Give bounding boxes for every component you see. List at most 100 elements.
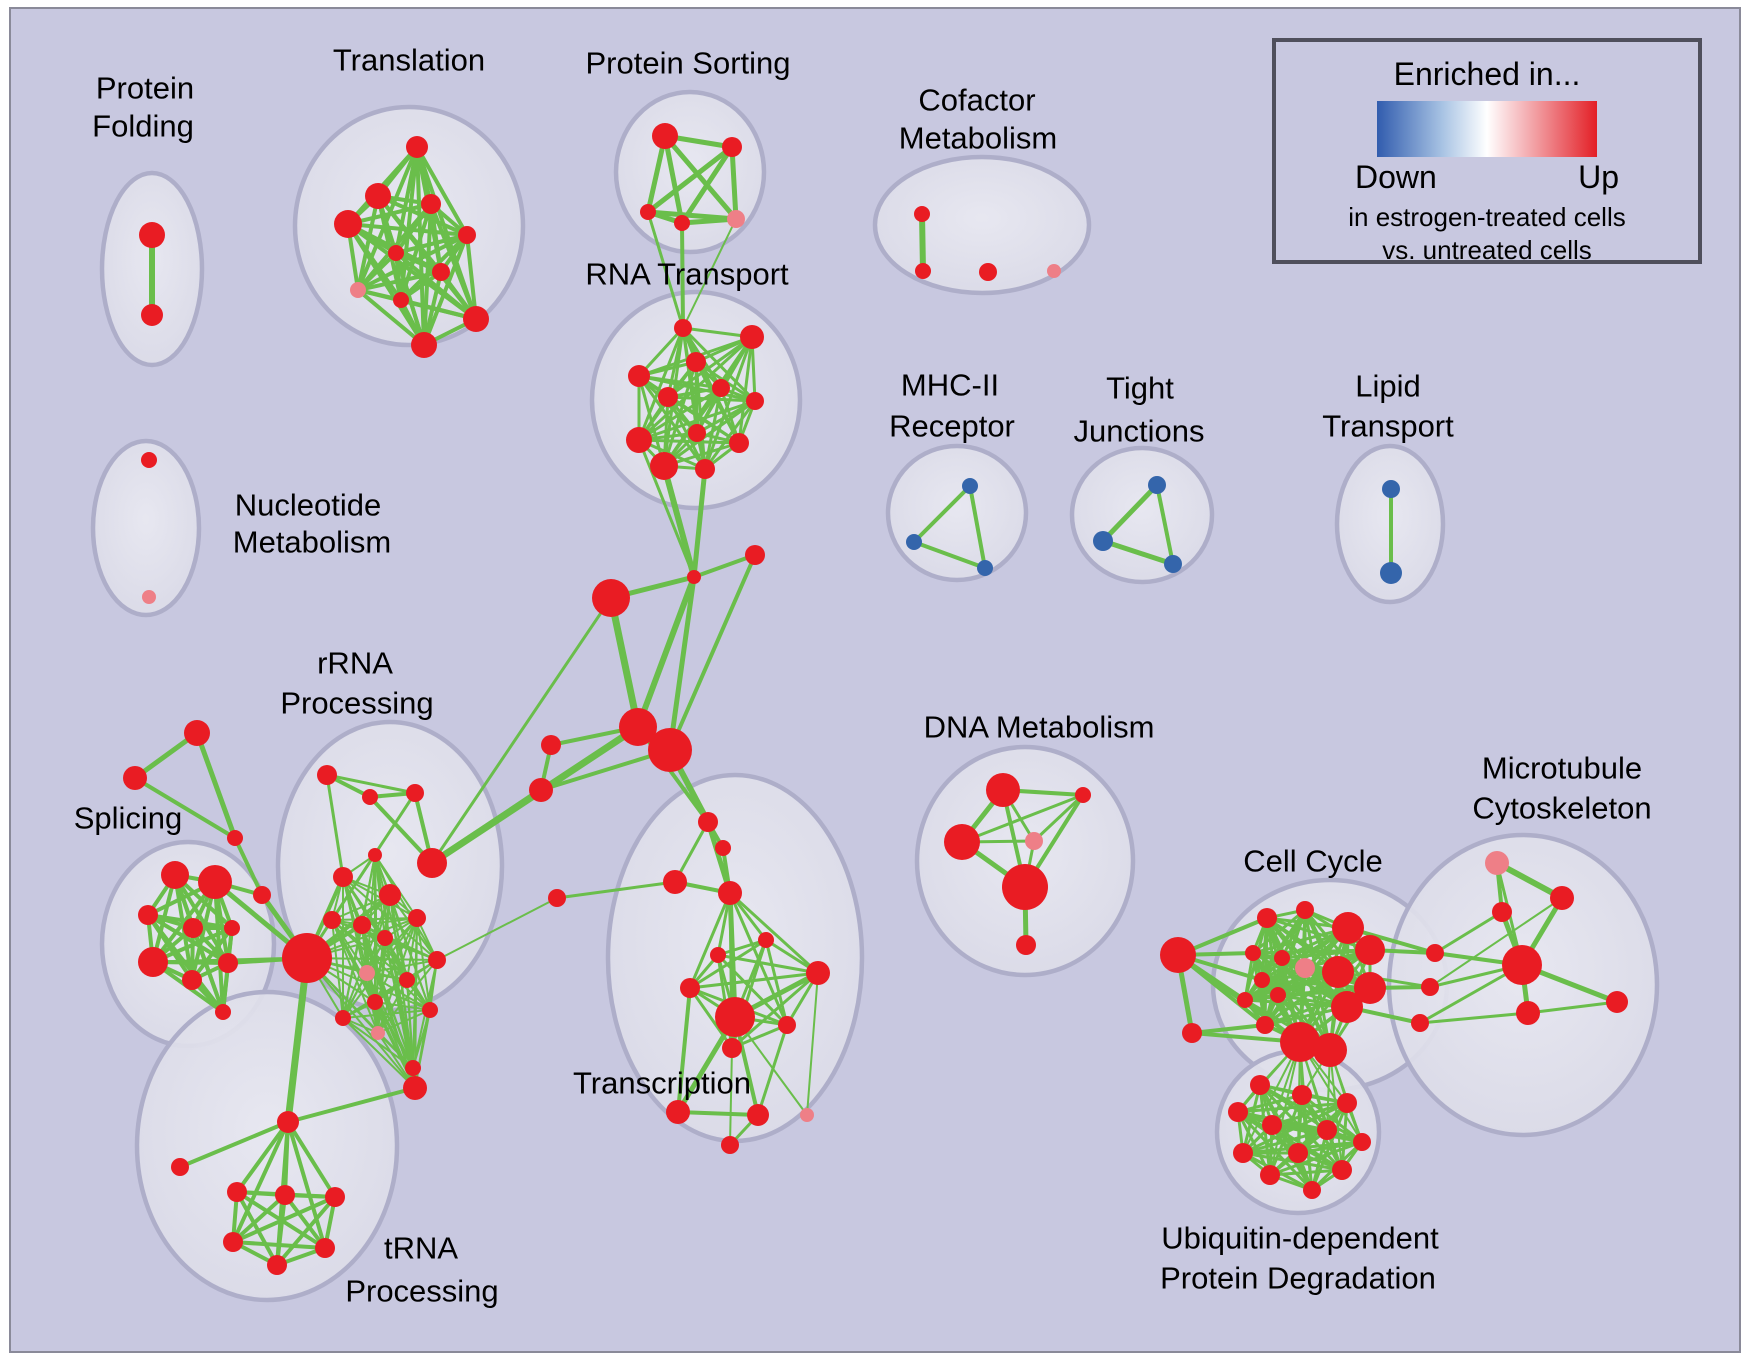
node-rt5 bbox=[658, 387, 678, 407]
edge bbox=[377, 979, 408, 1034]
edge bbox=[1251, 926, 1350, 955]
edge bbox=[688, 891, 732, 990]
edge bbox=[680, 221, 685, 330]
node-tc11 bbox=[722, 1038, 742, 1058]
node-tn6 bbox=[223, 1232, 243, 1252]
edge bbox=[286, 1120, 337, 1199]
node-cy17 bbox=[1280, 1022, 1320, 1062]
node-rr8 bbox=[323, 911, 341, 929]
edge bbox=[342, 917, 418, 1019]
edge bbox=[377, 1032, 414, 1069]
edge bbox=[1251, 951, 1349, 1009]
node-tr9 bbox=[393, 292, 409, 308]
edge bbox=[429, 787, 544, 866]
node-cc8 bbox=[548, 889, 566, 907]
node-rr6 bbox=[417, 848, 447, 878]
node-rr13 bbox=[359, 965, 375, 981]
edge bbox=[416, 917, 431, 1011]
node-rr17 bbox=[422, 1002, 438, 1018]
node-rt11 bbox=[695, 459, 715, 479]
edge bbox=[190, 926, 234, 982]
node-cc6 bbox=[541, 735, 561, 755]
node-ub6 bbox=[1317, 1120, 1337, 1140]
edge bbox=[346, 202, 433, 226]
cluster-label-protein-sorting-line0: Protein Sorting bbox=[585, 46, 790, 81]
node-tc6 bbox=[758, 932, 774, 948]
node-mc4 bbox=[1502, 945, 1542, 985]
node-rr20 bbox=[405, 1060, 421, 1076]
node-ub10 bbox=[1332, 1160, 1352, 1180]
node-rr18 bbox=[335, 1010, 351, 1026]
edge bbox=[356, 194, 380, 292]
node-mc1 bbox=[1485, 851, 1509, 875]
edge bbox=[764, 938, 789, 1027]
edge bbox=[728, 891, 820, 975]
edge bbox=[1242, 1041, 1301, 1154]
node-cy12 bbox=[1354, 972, 1386, 1004]
cluster-label-mhc-ii-receptor-line1: Receptor bbox=[889, 409, 1015, 444]
cluster-ellipse-trna-processing bbox=[134, 989, 400, 1303]
edge bbox=[1241, 1151, 1344, 1172]
node-tj3 bbox=[1164, 555, 1182, 573]
node-rt3 bbox=[686, 352, 706, 372]
edge bbox=[734, 1016, 808, 1116]
node-cc5 bbox=[648, 728, 692, 772]
node-tn4 bbox=[275, 1185, 295, 1205]
edge bbox=[368, 795, 434, 865]
node-pf1 bbox=[139, 222, 165, 248]
node-cy4 bbox=[1296, 901, 1314, 919]
edge bbox=[539, 748, 672, 792]
edge bbox=[667, 574, 697, 753]
node-dm4 bbox=[1025, 832, 1043, 850]
node-cy7 bbox=[1245, 945, 1261, 961]
node-sp8 bbox=[218, 953, 238, 973]
edge bbox=[676, 986, 692, 1114]
node-dm1 bbox=[986, 773, 1020, 807]
edge bbox=[679, 216, 739, 226]
cluster-label-nucleotide-metabolism-line0: Nucleotide bbox=[235, 488, 381, 523]
cluster-label-tight-junctions-line1: Junctions bbox=[1074, 414, 1205, 449]
edge bbox=[231, 1120, 290, 1244]
edge bbox=[607, 594, 642, 731]
node-mc6 bbox=[1516, 1001, 1540, 1025]
edge bbox=[377, 1009, 431, 1034]
cluster-label-protein-folding-line0: Protein bbox=[96, 71, 194, 106]
node-mc8 bbox=[1421, 978, 1439, 996]
node-rt8 bbox=[688, 424, 706, 442]
node-rt2 bbox=[740, 325, 764, 349]
node-sp7 bbox=[182, 970, 202, 990]
edge bbox=[275, 1195, 337, 1267]
legend-subtitle-line2: vs. untreated cells bbox=[1382, 235, 1592, 265]
node-cy18 bbox=[1313, 1033, 1347, 1067]
node-tr10 bbox=[463, 306, 489, 332]
edge bbox=[538, 724, 641, 793]
node-tn8 bbox=[267, 1255, 287, 1275]
edge bbox=[637, 438, 741, 445]
edge bbox=[679, 144, 735, 226]
node-dm5 bbox=[1002, 864, 1048, 910]
node-rt4 bbox=[628, 365, 650, 387]
node-rr12 bbox=[282, 933, 332, 983]
node-mh2 bbox=[906, 534, 922, 550]
edge bbox=[646, 210, 685, 330]
edge bbox=[1032, 793, 1085, 843]
node-rt12 bbox=[729, 433, 749, 453]
node-rr2 bbox=[362, 789, 378, 805]
node-cf1 bbox=[914, 206, 930, 222]
edge bbox=[286, 1086, 417, 1124]
node-tn1 bbox=[277, 1111, 299, 1133]
node-cy10 bbox=[1254, 972, 1270, 988]
edge bbox=[960, 793, 1085, 844]
edge bbox=[346, 222, 469, 237]
edge bbox=[1433, 910, 1504, 955]
legend-up-label: Up bbox=[1578, 159, 1619, 195]
edge bbox=[668, 553, 757, 752]
cluster-label-cell-cycle-line0: Cell Cycle bbox=[1243, 844, 1383, 879]
node-tc8 bbox=[680, 978, 700, 998]
node-mc2 bbox=[1550, 886, 1574, 910]
edge bbox=[366, 917, 418, 974]
edge bbox=[1494, 860, 1565, 901]
node-cy6 bbox=[1355, 935, 1385, 965]
